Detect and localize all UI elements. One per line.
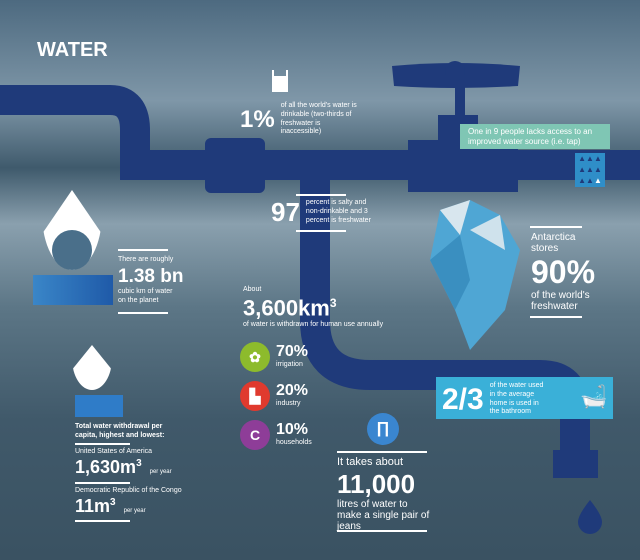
salty-text: percent is salty and non-drinkable and 3… [305,199,371,224]
glass-icon [272,70,288,92]
planet-value: 1.38 bn [118,265,184,287]
jeans-intro: It takes about [337,456,404,468]
bathroom-value: 2/3 [442,382,484,416]
congo-label: Democratic Republic of the Congo [75,487,182,494]
jeans-text: litres of water to make a single pair of… [337,498,430,532]
pedestal [33,275,113,305]
jeans-block: It takes about 11,000 litres of water to… [337,456,432,532]
bathroom-banner [436,377,613,419]
irrigation-value: 70% [276,343,309,360]
usa-label: United States of America [75,448,153,455]
drinkable-text: of all the world's water is drinkable (t… [280,102,357,136]
irrigation-label: irrigation [276,361,303,368]
usa-unit: per year [149,468,172,475]
bathtub-icon: 🛁 [580,384,608,409]
salty-value: 97 [271,197,300,228]
usa-value: 1,630m [75,457,137,477]
antarctica-intro: Antarctica stores [531,232,576,254]
withdrawn-intro: About [243,286,262,293]
households-label: households [276,439,312,446]
withdrawn-text: of water is withdrawn for human use annu… [243,321,384,329]
drinkable-value: 1% [240,105,275,133]
antarctica-text: of the world's freshwater [531,290,590,312]
industry-value: 20% [276,382,309,399]
jeans-value: 11,000 [337,468,416,499]
antarctica-value: 90% [531,254,596,290]
planet-block: There are roughly 1.38 bn cubic km of wa… [118,256,198,305]
congo-unit: per year [123,507,146,514]
washing-machine-icon: C [240,420,270,450]
jeans-icon: ∏ [367,413,399,445]
withdrawn-value: 3,600km [243,295,330,321]
households-value: 10% [276,421,309,438]
page-title: WATER [37,39,108,61]
planet-intro: There are roughly [118,256,174,263]
salty-block: 97 percent is salty and non-drinkable an… [271,199,376,225]
planet-text: cubic km of water on the planet [118,287,173,304]
access-banner: One in 9 people lacks access to an impro… [460,124,610,149]
antarctica-block: Antarctica stores 90% of the world's fre… [531,232,606,312]
irrigation-icon: ✿ [240,342,270,372]
people-icon: ▲▲▲ ▲▲▲ ▲▲▲ [575,153,605,187]
water-drop-icon [578,500,602,534]
factory-icon: ▙ [240,381,270,411]
congo-value: 11m [75,496,111,516]
withdrawn-block: About 3,600km3 of water is withdrawn for… [243,286,384,329]
percapita-heading: Total water withdrawal per capita, highe… [75,423,165,440]
bathroom-text: of the water used in the average home is… [489,382,544,416]
industry-label: industry [276,400,301,407]
drinkable-block: 1% of all the world's water is drinkable… [240,102,361,137]
